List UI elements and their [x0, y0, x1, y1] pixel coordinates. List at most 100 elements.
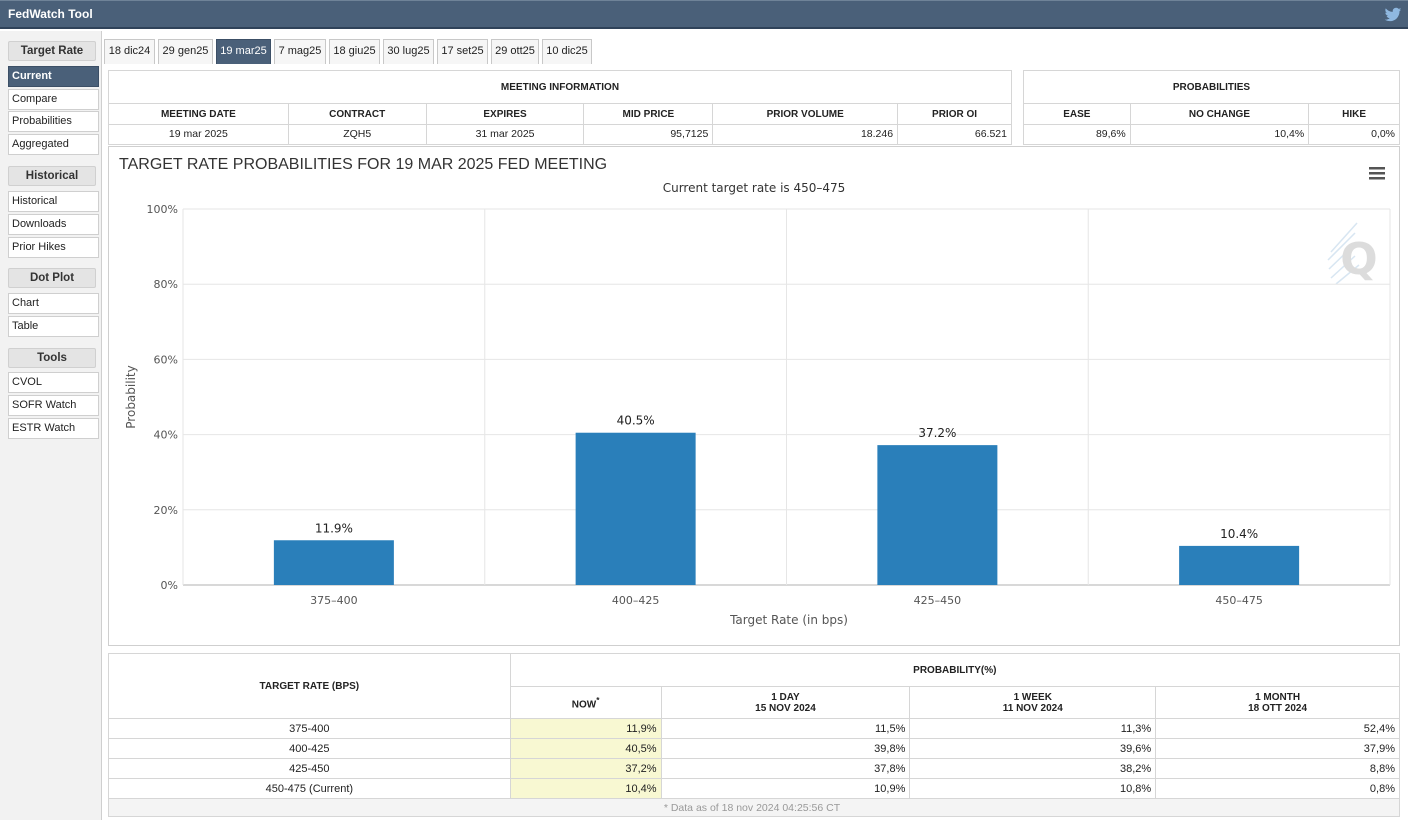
- sidebar-header-historical: Historical: [8, 166, 96, 186]
- bar-425–450[interactable]: [877, 445, 998, 585]
- ease-header: EASE: [1023, 103, 1131, 125]
- chart-bars: [273, 432, 1300, 585]
- prior-volume-value: 18.246: [712, 123, 899, 146]
- one-month-label: 1 MONTH: [1255, 691, 1301, 703]
- one-week-label: 1 WEEK: [1013, 691, 1052, 703]
- now-cell: 40,5%: [509, 738, 662, 759]
- y-axis-title: Probability: [124, 365, 138, 428]
- week-cell: 10,8%: [909, 778, 1157, 799]
- no-change-header: NO CHANGE: [1129, 103, 1310, 125]
- now-label: NOW: [571, 699, 597, 711]
- data-label: 11.9%: [315, 521, 353, 535]
- mid-price-value: 95,7125: [583, 123, 714, 146]
- twitter-icon[interactable]: [1384, 6, 1402, 24]
- hike-value: 0,0%: [1308, 123, 1400, 146]
- y-tick-label: 0%: [161, 579, 178, 592]
- meeting-date-value: 19 mar 2025: [108, 123, 289, 146]
- x-tick-label: 425–450: [914, 594, 962, 607]
- week-cell: 39,6%: [909, 738, 1157, 759]
- target-rate-col-header: TARGET RATE (BPS): [108, 653, 511, 719]
- table-row: 425-450 37,2% 37,8% 38,2% 8,8%: [108, 758, 1400, 779]
- day-cell: 11,5%: [660, 718, 911, 739]
- x-tick-label: 400–425: [612, 594, 660, 607]
- data-label: 37.2%: [918, 426, 956, 440]
- probabilities-summary-table: PROBABILITIES EASE NO CHANGE HIKE 89,6% …: [1023, 69, 1400, 146]
- prior-oi-header: PRIOR OI: [897, 103, 1012, 125]
- probability-history-table: TARGET RATE (BPS) PROBABILITY(%) NOW* 1 …: [108, 653, 1401, 817]
- probability-chart: TARGET RATE PROBABILITIES FOR 19 MAR 202…: [119, 156, 1391, 627]
- rate-cell: 375-400: [108, 718, 511, 739]
- sidebar-item-chart[interactable]: Chart: [8, 293, 99, 314]
- meeting-info-caption: MEETING INFORMATION: [108, 69, 1012, 105]
- meeting-info-table: MEETING INFORMATION MEETING DATE CONTRAC…: [108, 69, 1012, 146]
- tab-30-lug25[interactable]: 30 lug25: [383, 39, 434, 64]
- y-tick-label: 20%: [154, 504, 178, 517]
- bar-375–400[interactable]: [273, 540, 394, 585]
- sidebar-header-target-rate: Target Rate: [8, 41, 96, 61]
- title-bar: FedWatch Tool: [0, 0, 1408, 29]
- now-cell: 37,2%: [509, 758, 662, 779]
- chart-menu-icon[interactable]: [1369, 167, 1385, 180]
- now-footnote-mark: *: [596, 694, 600, 705]
- probability-group-header: PROBABILITY(%): [509, 653, 1401, 687]
- week-cell: 11,3%: [909, 718, 1157, 739]
- rate-cell: 425-450: [108, 758, 511, 779]
- watermark-text: Q: [1340, 234, 1377, 285]
- contract-value: ZQH5: [287, 123, 427, 146]
- bar-400–425[interactable]: [575, 432, 696, 585]
- prior-oi-value: 66.521: [897, 123, 1012, 146]
- chart-title: TARGET RATE PROBABILITIES FOR 19 MAR 202…: [119, 156, 607, 173]
- x-tick-label: 375–400: [310, 594, 358, 607]
- contract-header: CONTRACT: [287, 103, 427, 125]
- x-axis-title: Target Rate (in bps): [729, 613, 848, 627]
- data-label: 10.4%: [1220, 527, 1258, 541]
- chart-grid: [182, 208, 1391, 586]
- tab-18-dic24[interactable]: 18 dic24: [104, 39, 155, 64]
- x-tick-label: 450–475: [1215, 594, 1263, 607]
- one-day-label: 1 DAY: [771, 691, 800, 703]
- sidebar-item-cvol[interactable]: CVOL: [8, 372, 99, 393]
- sidebar-item-current[interactable]: Current: [8, 66, 99, 87]
- y-tick-label: 60%: [154, 353, 178, 366]
- hike-header: HIKE: [1308, 103, 1400, 125]
- sidebar: Target Rate Current Compare Probabilitie…: [0, 31, 102, 820]
- y-tick-label: 100%: [147, 203, 178, 216]
- one-month-date: 18 OTT 2024: [1248, 702, 1308, 714]
- day-cell: 10,9%: [660, 778, 911, 799]
- tab-19-mar25[interactable]: 19 mar25: [216, 39, 271, 64]
- sidebar-item-historical[interactable]: Historical: [8, 191, 99, 212]
- tab-29-gen25[interactable]: 29 gen25: [158, 39, 213, 64]
- month-cell: 0,8%: [1155, 778, 1400, 799]
- chart-subtitle: Current target rate is 450–475: [663, 181, 846, 195]
- sidebar-item-prior-hikes[interactable]: Prior Hikes: [8, 237, 99, 258]
- meeting-date-header: MEETING DATE: [108, 103, 289, 125]
- bar-450–475[interactable]: [1179, 545, 1300, 585]
- tab-7-mag25[interactable]: 7 mag25: [274, 39, 326, 64]
- ease-value: 89,6%: [1023, 123, 1131, 146]
- expires-value: 31 mar 2025: [425, 123, 585, 146]
- sidebar-header-dot-plot: Dot Plot: [8, 268, 96, 288]
- sidebar-item-compare[interactable]: Compare: [8, 89, 99, 110]
- tab-18-giu25[interactable]: 18 giu25: [329, 39, 380, 64]
- prior-volume-header: PRIOR VOLUME: [712, 103, 899, 125]
- sidebar-item-aggregated[interactable]: Aggregated: [8, 134, 99, 155]
- one-week-col-header: 1 WEEK 11 NOV 2024: [909, 686, 1157, 719]
- sidebar-item-downloads[interactable]: Downloads: [8, 214, 99, 235]
- data-timestamp-footnote: * Data as of 18 nov 2024 04:25:56 CT: [108, 798, 1400, 817]
- week-cell: 38,2%: [909, 758, 1157, 779]
- sidebar-item-probabilities[interactable]: Probabilities: [8, 111, 99, 132]
- chart-panel: TARGET RATE PROBABILITIES FOR 19 MAR 202…: [108, 146, 1400, 646]
- tab-17-set25[interactable]: 17 set25: [437, 39, 488, 64]
- probabilities-caption: PROBABILITIES: [1023, 69, 1400, 105]
- now-cell: 11,9%: [509, 718, 662, 739]
- tab-10-dic25[interactable]: 10 dic25: [542, 39, 592, 64]
- tab-29-ott25[interactable]: 29 ott25: [491, 39, 539, 64]
- rate-cell: 400-425: [108, 738, 511, 759]
- sidebar-item-sofr-watch[interactable]: SOFR Watch: [8, 395, 99, 416]
- sidebar-item-table[interactable]: Table: [8, 316, 99, 337]
- table-row: 400-425 40,5% 39,8% 39,6% 37,9%: [108, 738, 1400, 759]
- app-title: FedWatch Tool: [8, 7, 93, 21]
- watermark-logo: Q: [1327, 222, 1378, 285]
- one-month-col-header: 1 MONTH 18 OTT 2024: [1155, 686, 1400, 719]
- sidebar-item-estr-watch[interactable]: ESTR Watch: [8, 418, 99, 439]
